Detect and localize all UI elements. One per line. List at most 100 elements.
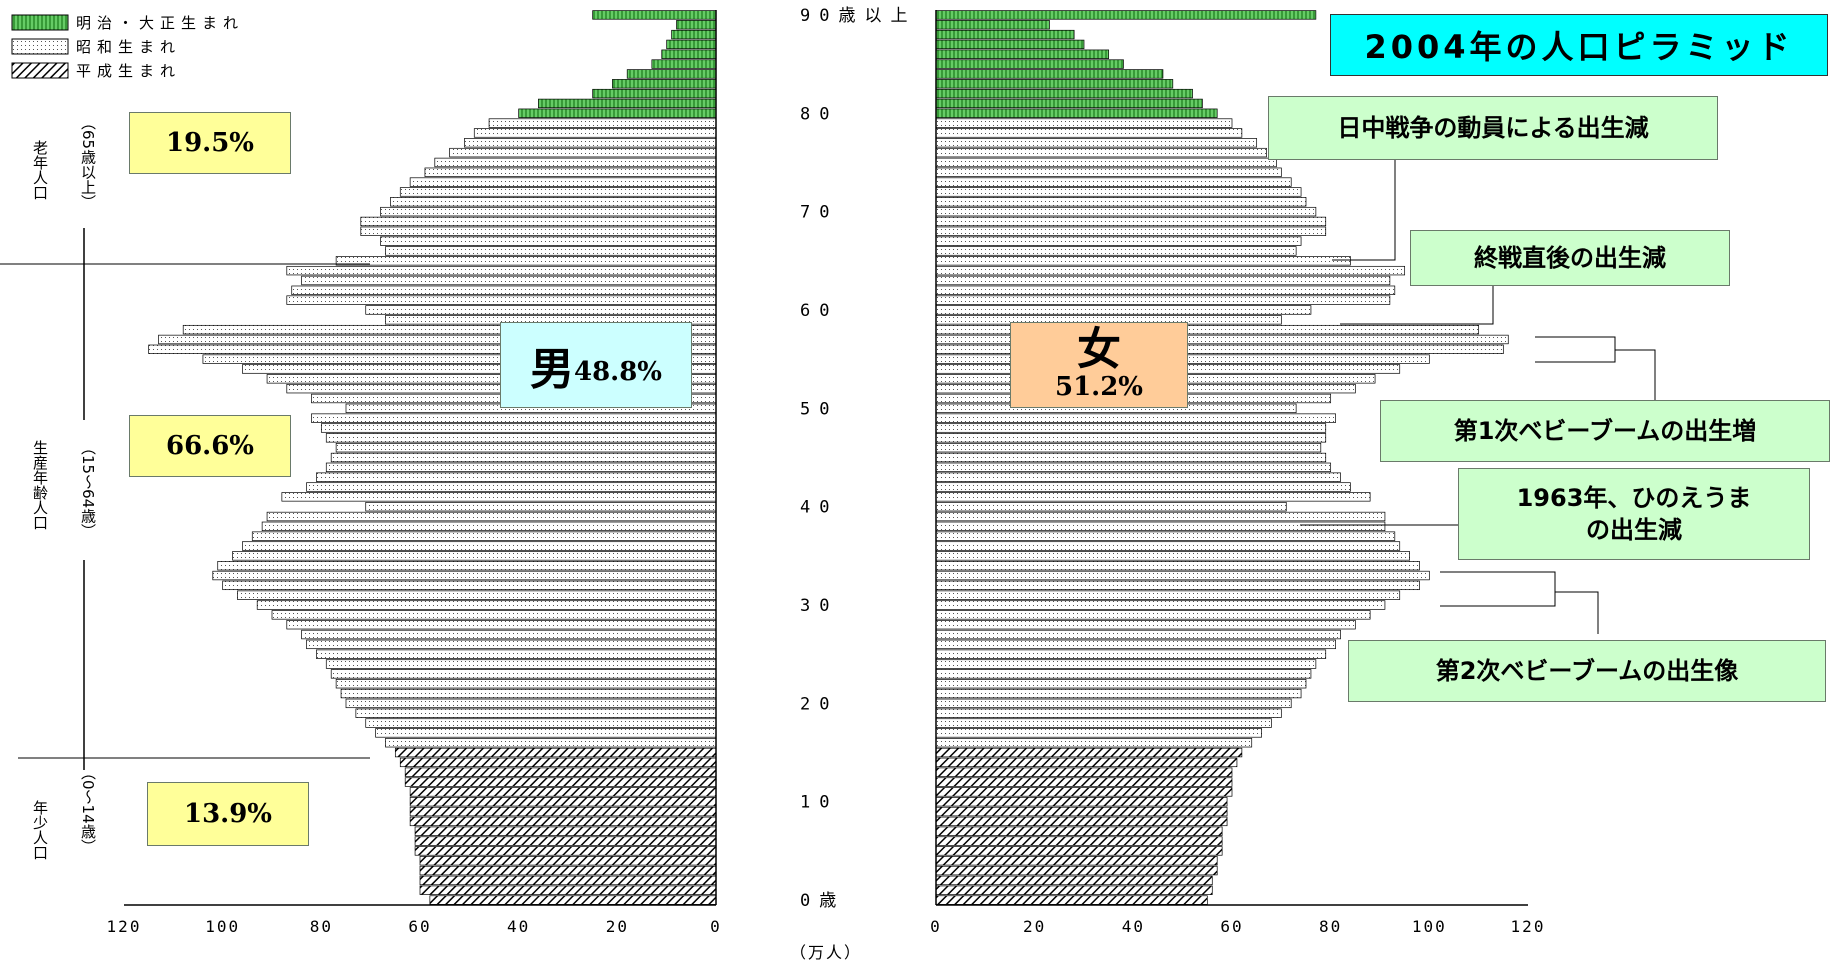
male-bar-age-21 bbox=[340, 688, 717, 699]
male-bar-age-35 bbox=[232, 551, 717, 561]
female-bar-age-62 bbox=[935, 285, 1396, 295]
male-pct: 48.8% bbox=[573, 357, 663, 387]
working-label: 生産年齢人口 bbox=[31, 440, 49, 530]
female-bar-age-36 bbox=[935, 541, 1401, 551]
female-bar-age-35 bbox=[935, 551, 1410, 561]
annotation-connectors bbox=[1300, 160, 1656, 634]
male-bar-age-42 bbox=[306, 482, 717, 492]
female-bar-age-10 bbox=[935, 797, 1228, 807]
x-tick-labels: 120 100 80 60 40 20 0 0 20 40 60 80 100 120 bbox=[107, 917, 1546, 936]
male-bar-age-11 bbox=[409, 787, 717, 797]
male-x-tick: 60 bbox=[408, 917, 431, 936]
male-bar-age-88 bbox=[671, 29, 717, 40]
female-bar-age-72 bbox=[935, 187, 1302, 197]
female-bar-age-24 bbox=[935, 659, 1317, 669]
female-x-tick: 40 bbox=[1122, 917, 1145, 936]
female-bar-age-18 bbox=[935, 718, 1272, 728]
female-bar-age-42 bbox=[935, 482, 1351, 492]
legend-swatch-showa bbox=[11, 38, 69, 55]
male-label-box: 男 48.8% bbox=[500, 322, 692, 408]
male-bar-age-47 bbox=[325, 433, 717, 443]
legend-swatch-meiji bbox=[11, 14, 69, 31]
female-bar-age-16 bbox=[935, 738, 1253, 748]
male-bar-age-24 bbox=[325, 659, 717, 669]
male-bar-age-36 bbox=[242, 541, 717, 551]
female-bar-age-76 bbox=[935, 147, 1267, 158]
female-bar-age-23 bbox=[935, 669, 1312, 679]
female-bar-age-49 bbox=[935, 413, 1336, 423]
female-bar-age-14 bbox=[935, 757, 1238, 768]
female-bar-age-86 bbox=[935, 49, 1110, 59]
female-bar-age-38 bbox=[935, 521, 1386, 532]
male-bar-age-30 bbox=[256, 600, 717, 610]
legend-label-showa: 昭和生まれ bbox=[76, 38, 181, 56]
male-bar-age-7 bbox=[414, 826, 717, 836]
female-pct: 51.2% bbox=[1054, 372, 1144, 402]
female-bar-age-26 bbox=[935, 639, 1336, 650]
male-bar-age-48 bbox=[320, 423, 717, 433]
female-x-tick: 0 bbox=[930, 917, 942, 936]
male-bar-age-13 bbox=[404, 767, 717, 777]
male-bar-age-63 bbox=[301, 275, 717, 286]
male-bar-age-60 bbox=[365, 305, 717, 315]
female-bar-age-34 bbox=[935, 561, 1420, 571]
male-bar-age-78 bbox=[473, 128, 717, 138]
male-bar-age-0 bbox=[429, 895, 717, 905]
female-bar-age-41 bbox=[935, 492, 1371, 502]
female-bar-age-78 bbox=[935, 128, 1243, 138]
male-bars bbox=[148, 10, 717, 905]
male-bar-age-20 bbox=[345, 698, 717, 709]
female-bar-age-81 bbox=[935, 98, 1203, 109]
age-tick: 0歳 bbox=[800, 891, 845, 911]
age-group-labels: 老年人口 （65歳以上） 生産年齢人口 （15～64歳） 年少人口 （0～14歳… bbox=[0, 115, 370, 860]
female-bar-age-69 bbox=[935, 216, 1327, 227]
male-bar-age-62 bbox=[291, 285, 717, 295]
male-bar-age-76 bbox=[449, 147, 717, 158]
elderly-pct: 19.5% bbox=[129, 112, 291, 174]
male-x-tick: 40 bbox=[507, 917, 530, 936]
male-bar-age-45 bbox=[330, 452, 717, 463]
legend-swatch-heisei bbox=[11, 62, 69, 79]
male-bar-age-4 bbox=[419, 856, 717, 866]
female-bar-age-6 bbox=[935, 836, 1223, 846]
female-bar-age-80 bbox=[935, 108, 1218, 118]
male-bar-age-38 bbox=[261, 521, 717, 532]
female-bar-age-73 bbox=[935, 177, 1292, 187]
male-bar-age-31 bbox=[237, 590, 717, 600]
female-bar-age-66 bbox=[935, 246, 1297, 256]
male-bar-age-44 bbox=[325, 462, 717, 473]
male-bar-age-8 bbox=[409, 816, 717, 827]
female-bar-age-15 bbox=[935, 747, 1243, 758]
annotation-postwar-decline: 終戦直後の出生減 bbox=[1410, 230, 1730, 286]
female-bar-age-68 bbox=[935, 226, 1327, 236]
axes bbox=[124, 10, 1528, 906]
female-bar-age-65 bbox=[935, 256, 1351, 266]
elderly-label: 老年人口 bbox=[31, 140, 49, 200]
male-bar-age-40 bbox=[365, 502, 717, 512]
female-bar-age-61 bbox=[935, 295, 1391, 305]
female-bar-age-89 bbox=[935, 20, 1050, 30]
male-bar-age-87 bbox=[666, 39, 717, 50]
female-x-tick: 100 bbox=[1412, 917, 1447, 936]
male-bar-age-2 bbox=[419, 875, 717, 886]
female-bar-age-17 bbox=[935, 728, 1262, 738]
legend: 明治・大正生まれ 昭和生まれ 平成生まれ bbox=[11, 14, 238, 80]
male-bar-age-81 bbox=[538, 98, 717, 109]
male-bar-age-10 bbox=[409, 797, 717, 807]
male-bar-age-67 bbox=[380, 236, 717, 246]
female-bar-age-60 bbox=[935, 305, 1312, 315]
male-bar-age-84 bbox=[626, 69, 717, 79]
female-bar-age-43 bbox=[935, 472, 1341, 482]
male-bar-age-68 bbox=[360, 226, 717, 236]
connector-a2 bbox=[1340, 285, 1494, 325]
female-x-tick: 120 bbox=[1511, 917, 1546, 936]
female-bar-age-90歳以上 bbox=[935, 10, 1317, 20]
female-bar-age-1 bbox=[935, 885, 1213, 895]
male-bar-age-64 bbox=[286, 265, 717, 276]
male-bar-age-14 bbox=[399, 757, 717, 768]
male-bar-age-33 bbox=[212, 570, 717, 581]
female-bar-age-67 bbox=[935, 236, 1302, 246]
working-range: （15～64歳） bbox=[79, 440, 97, 538]
age-tick: 50 bbox=[800, 399, 838, 419]
female-bar-age-70 bbox=[935, 206, 1317, 217]
